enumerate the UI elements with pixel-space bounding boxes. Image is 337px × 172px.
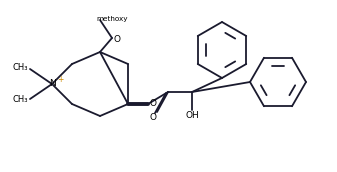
Text: O: O <box>114 35 121 44</box>
Text: CH₃: CH₃ <box>12 95 28 105</box>
Text: OH: OH <box>185 111 199 121</box>
Text: methoxy: methoxy <box>96 16 128 22</box>
Text: O: O <box>150 99 156 109</box>
Text: O: O <box>150 112 156 121</box>
Text: N: N <box>50 79 56 89</box>
Text: CH₃: CH₃ <box>12 63 28 73</box>
Text: +: + <box>57 74 63 83</box>
